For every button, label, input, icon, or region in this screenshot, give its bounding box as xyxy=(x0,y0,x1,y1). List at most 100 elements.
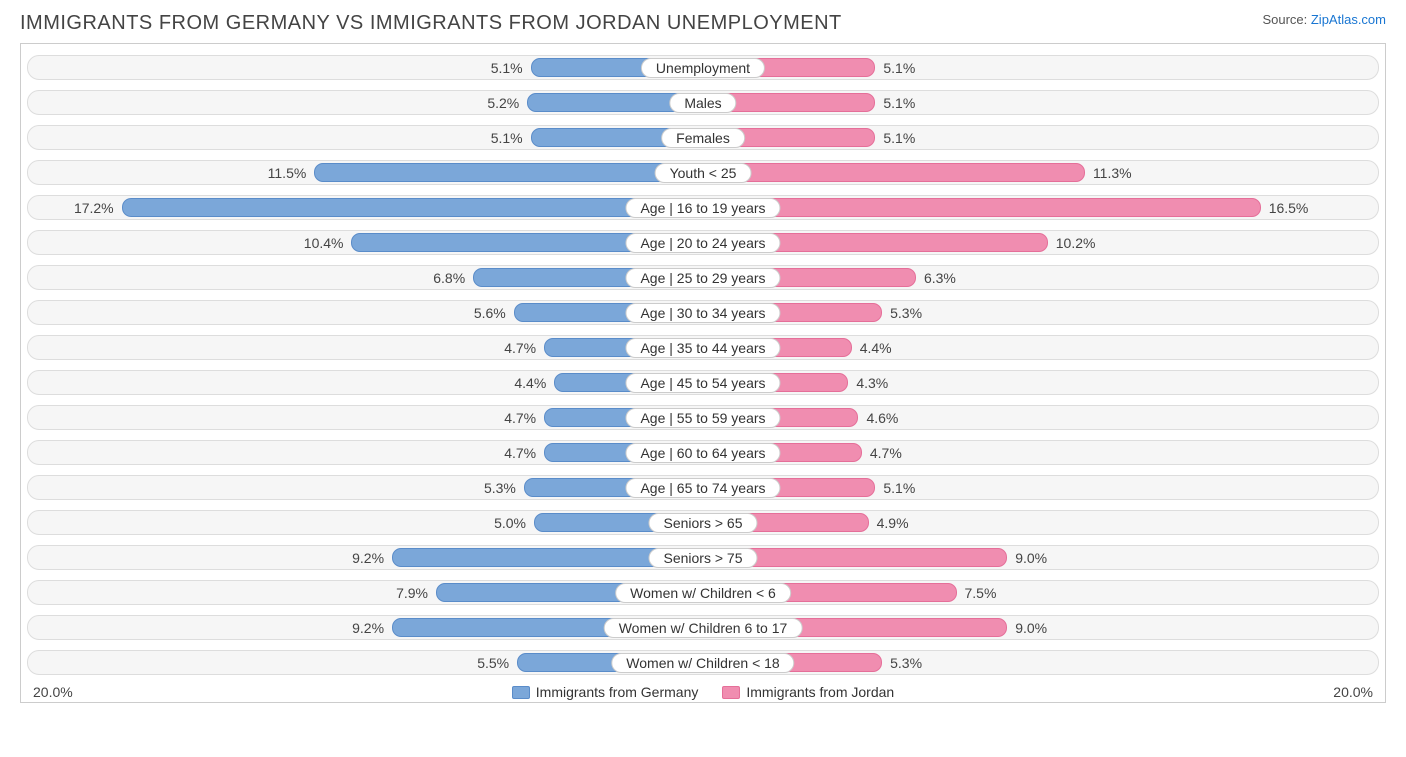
value-label-right: 5.1% xyxy=(875,60,923,76)
value-label-left: 9.2% xyxy=(344,550,392,566)
value-label-right: 5.1% xyxy=(875,480,923,496)
legend-swatch-right xyxy=(722,686,740,699)
category-label: Age | 25 to 29 years xyxy=(625,268,780,288)
chart-row: 5.1% 5.1% Females xyxy=(27,120,1379,155)
category-label: Age | 35 to 44 years xyxy=(625,338,780,358)
chart-row: 7.9% 7.5% Women w/ Children < 6 xyxy=(27,575,1379,610)
value-label-left: 5.2% xyxy=(479,95,527,111)
category-label: Women w/ Children < 6 xyxy=(615,583,791,603)
chart-row: 9.2% 9.0% Seniors > 75 xyxy=(27,540,1379,575)
bar-group-left: 4.7% xyxy=(27,408,703,427)
bar-group-right: 5.1% xyxy=(703,58,1379,77)
bar-group-left: 4.4% xyxy=(27,373,703,392)
value-label-right: 4.6% xyxy=(858,410,906,426)
chart-header: IMMIGRANTS FROM GERMANY VS IMMIGRANTS FR… xyxy=(0,0,1406,43)
axis-left-label: 20.0% xyxy=(33,684,73,700)
bar-group-left: 5.0% xyxy=(27,513,703,532)
chart-row: 17.2%16.5%Age | 16 to 19 years xyxy=(27,190,1379,225)
value-label-left: 10.4% xyxy=(296,235,352,251)
value-label-left: 4.7% xyxy=(496,445,544,461)
bar-left xyxy=(314,163,703,182)
value-label-left: 6.8% xyxy=(425,270,473,286)
bar-group-right: 5.1% xyxy=(703,128,1379,147)
value-label-right: 11.3% xyxy=(1085,165,1140,181)
bar-group-right: 9.0% xyxy=(703,548,1379,567)
bar-group-right: 5.3% xyxy=(703,653,1379,672)
axis-right-label: 20.0% xyxy=(1333,684,1373,700)
value-label-right: 7.5% xyxy=(957,585,1005,601)
chart-area: 5.1%5.1%Unemployment5.2%5.1%Males5.1%5.1… xyxy=(20,43,1386,703)
category-label: Females xyxy=(661,128,745,148)
value-label-right: 5.3% xyxy=(882,655,930,671)
value-label-right: 9.0% xyxy=(1007,620,1055,636)
legend-swatch-left xyxy=(512,686,530,699)
legend: Immigrants from Germany Immigrants from … xyxy=(512,684,894,700)
bar-group-right: 7.5% xyxy=(703,583,1379,602)
category-label: Women w/ Children 6 to 17 xyxy=(604,618,803,638)
bar-group-left: 9.2% xyxy=(27,548,703,567)
bar-group-right: 16.5% xyxy=(703,198,1379,217)
chart-row: 6.8% 6.3% Age | 25 to 29 years xyxy=(27,260,1379,295)
bar-group-right: 9.0% xyxy=(703,618,1379,637)
source-link[interactable]: ZipAtlas.com xyxy=(1311,12,1386,27)
chart-row: 11.5% 11.3% Youth < 25 xyxy=(27,155,1379,190)
legend-item-right: Immigrants from Jordan xyxy=(722,684,894,700)
bar-group-right: 11.3% xyxy=(703,163,1379,182)
legend-label-left: Immigrants from Germany xyxy=(536,684,699,700)
value-label-left: 4.4% xyxy=(506,375,554,391)
bar-group-left: 9.2% xyxy=(27,618,703,637)
category-label: Seniors > 75 xyxy=(649,548,758,568)
category-label: Seniors > 65 xyxy=(649,513,758,533)
legend-label-right: Immigrants from Jordan xyxy=(746,684,894,700)
bar-group-left: 5.1% xyxy=(27,128,703,147)
axis-row: 20.0% Immigrants from Germany Immigrants… xyxy=(21,680,1385,700)
bar-group-right: 4.3% xyxy=(703,373,1379,392)
bar-group-left: 4.7% xyxy=(27,443,703,462)
chart-row: 9.2% 9.0% Women w/ Children 6 to 17 xyxy=(27,610,1379,645)
bar-right xyxy=(703,198,1261,217)
bar-group-left: 6.8% xyxy=(27,268,703,287)
bar-group-left: 5.3% xyxy=(27,478,703,497)
bar-group-left: 5.5% xyxy=(27,653,703,672)
bar-group-left: 17.2% xyxy=(27,198,703,217)
bar-group-left: 10.4% xyxy=(27,233,703,252)
category-label: Youth < 25 xyxy=(655,163,752,183)
value-label-left: 7.9% xyxy=(388,585,436,601)
bar-right xyxy=(703,163,1085,182)
source-attribution: Source: ZipAtlas.com xyxy=(1262,12,1386,27)
category-label: Males xyxy=(669,93,736,113)
bar-group-left: 4.7% xyxy=(27,338,703,357)
value-label-right: 5.1% xyxy=(875,130,923,146)
value-label-right: 4.4% xyxy=(852,340,900,356)
bar-group-right: 4.7% xyxy=(703,443,1379,462)
value-label-left: 5.1% xyxy=(483,60,531,76)
category-label: Women w/ Children < 18 xyxy=(611,653,794,673)
value-label-left: 5.1% xyxy=(483,130,531,146)
value-label-left: 4.7% xyxy=(496,410,544,426)
value-label-right: 4.9% xyxy=(869,515,917,531)
chart-rows: 5.1%5.1%Unemployment5.2%5.1%Males5.1%5.1… xyxy=(21,50,1385,680)
value-label-right: 9.0% xyxy=(1007,550,1055,566)
value-label-left: 5.6% xyxy=(466,305,514,321)
category-label: Age | 65 to 74 years xyxy=(625,478,780,498)
value-label-right: 5.3% xyxy=(882,305,930,321)
bar-group-left: 5.6% xyxy=(27,303,703,322)
bar-group-left: 5.2% xyxy=(27,93,703,112)
category-label: Age | 60 to 64 years xyxy=(625,443,780,463)
bar-group-right: 6.3% xyxy=(703,268,1379,287)
chart-row: 4.7%4.6%Age | 55 to 59 years xyxy=(27,400,1379,435)
value-label-right: 4.7% xyxy=(862,445,910,461)
bar-group-right: 10.2% xyxy=(703,233,1379,252)
source-prefix: Source: xyxy=(1262,12,1310,27)
bar-group-right: 4.6% xyxy=(703,408,1379,427)
chart-row: 5.6% 5.3% Age | 30 to 34 years xyxy=(27,295,1379,330)
category-label: Age | 30 to 34 years xyxy=(625,303,780,323)
bar-group-left: 11.5% xyxy=(27,163,703,182)
chart-row: 4.7% 4.7% Age | 60 to 64 years xyxy=(27,435,1379,470)
chart-row: 10.4% 10.2% Age | 20 to 24 years xyxy=(27,225,1379,260)
category-label: Age | 20 to 24 years xyxy=(625,233,780,253)
value-label-right: 6.3% xyxy=(916,270,964,286)
category-label: Age | 16 to 19 years xyxy=(625,198,780,218)
bar-left xyxy=(122,198,703,217)
value-label-right: 10.2% xyxy=(1048,235,1104,251)
